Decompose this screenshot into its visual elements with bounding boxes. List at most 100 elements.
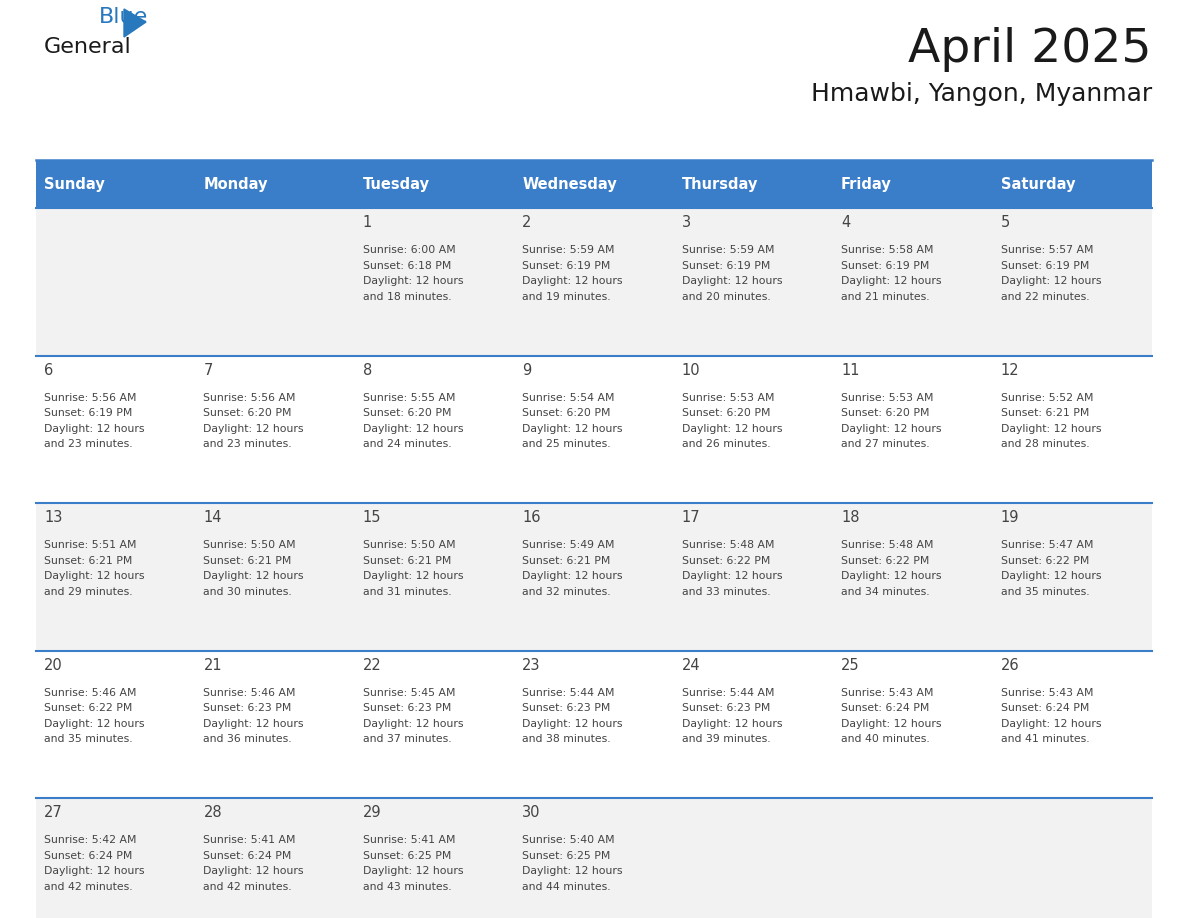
Text: and 33 minutes.: and 33 minutes. (682, 587, 770, 597)
Text: Sunrise: 5:59 AM: Sunrise: 5:59 AM (682, 245, 775, 255)
Text: Sunrise: 5:45 AM: Sunrise: 5:45 AM (362, 688, 455, 698)
Text: 30: 30 (523, 805, 541, 821)
Polygon shape (124, 9, 146, 37)
Text: Daylight: 12 hours: Daylight: 12 hours (682, 719, 782, 729)
Text: Daylight: 12 hours: Daylight: 12 hours (682, 276, 782, 286)
Text: Sunset: 6:22 PM: Sunset: 6:22 PM (44, 703, 132, 713)
Text: and 38 minutes.: and 38 minutes. (523, 734, 611, 744)
Text: Tuesday: Tuesday (362, 176, 430, 192)
Text: Thursday: Thursday (682, 176, 758, 192)
Bar (36, 651, 1152, 799)
Text: Sunset: 6:20 PM: Sunset: 6:20 PM (362, 409, 451, 418)
Text: Sunset: 6:24 PM: Sunset: 6:24 PM (44, 851, 132, 861)
Text: Sunrise: 5:41 AM: Sunrise: 5:41 AM (203, 835, 296, 845)
Text: 24: 24 (682, 658, 700, 673)
Text: Sunset: 6:19 PM: Sunset: 6:19 PM (44, 409, 132, 418)
Text: and 35 minutes.: and 35 minutes. (1000, 587, 1089, 597)
Text: Daylight: 12 hours: Daylight: 12 hours (203, 719, 304, 729)
Text: Daylight: 12 hours: Daylight: 12 hours (1000, 571, 1101, 581)
Bar (833, 160, 992, 208)
Text: Daylight: 12 hours: Daylight: 12 hours (362, 571, 463, 581)
Text: 10: 10 (682, 363, 700, 377)
Text: Daylight: 12 hours: Daylight: 12 hours (523, 571, 623, 581)
Text: Sunrise: 5:52 AM: Sunrise: 5:52 AM (1000, 393, 1093, 403)
Text: 21: 21 (203, 658, 222, 673)
Text: Daylight: 12 hours: Daylight: 12 hours (203, 571, 304, 581)
Text: 19: 19 (1000, 510, 1019, 525)
Text: Daylight: 12 hours: Daylight: 12 hours (841, 276, 942, 286)
Text: and 34 minutes.: and 34 minutes. (841, 587, 930, 597)
Text: Sunrise: 5:57 AM: Sunrise: 5:57 AM (1000, 245, 1093, 255)
Text: Sunset: 6:21 PM: Sunset: 6:21 PM (1000, 409, 1089, 418)
Text: Daylight: 12 hours: Daylight: 12 hours (682, 571, 782, 581)
Text: 26: 26 (1000, 658, 1019, 673)
Bar (674, 160, 833, 208)
Text: Sunrise: 5:50 AM: Sunrise: 5:50 AM (362, 540, 455, 550)
Text: and 39 minutes.: and 39 minutes. (682, 734, 770, 744)
Text: Sunset: 6:21 PM: Sunset: 6:21 PM (523, 555, 611, 565)
Text: 16: 16 (523, 510, 541, 525)
Text: Daylight: 12 hours: Daylight: 12 hours (841, 719, 942, 729)
Text: Sunset: 6:21 PM: Sunset: 6:21 PM (44, 555, 132, 565)
Text: 3: 3 (682, 215, 690, 230)
Text: and 41 minutes.: and 41 minutes. (1000, 734, 1089, 744)
Text: Sunrise: 5:43 AM: Sunrise: 5:43 AM (1000, 688, 1093, 698)
Text: Sunset: 6:18 PM: Sunset: 6:18 PM (362, 261, 451, 271)
Bar (514, 160, 674, 208)
Text: Daylight: 12 hours: Daylight: 12 hours (44, 867, 145, 877)
Text: Sunrise: 5:41 AM: Sunrise: 5:41 AM (362, 835, 455, 845)
Text: Sunset: 6:24 PM: Sunset: 6:24 PM (1000, 703, 1089, 713)
Text: Daylight: 12 hours: Daylight: 12 hours (362, 276, 463, 286)
Text: Sunrise: 5:48 AM: Sunrise: 5:48 AM (682, 540, 775, 550)
Text: Sunrise: 5:56 AM: Sunrise: 5:56 AM (203, 393, 296, 403)
Text: Daylight: 12 hours: Daylight: 12 hours (841, 571, 942, 581)
Text: and 32 minutes.: and 32 minutes. (523, 587, 611, 597)
Text: Sunrise: 5:47 AM: Sunrise: 5:47 AM (1000, 540, 1093, 550)
Text: Sunset: 6:23 PM: Sunset: 6:23 PM (682, 703, 770, 713)
Text: 4: 4 (841, 215, 851, 230)
Text: and 20 minutes.: and 20 minutes. (682, 292, 771, 301)
Text: Sunrise: 5:56 AM: Sunrise: 5:56 AM (44, 393, 137, 403)
Text: Saturday: Saturday (1000, 176, 1075, 192)
Text: Sunrise: 5:53 AM: Sunrise: 5:53 AM (841, 393, 934, 403)
Text: Daylight: 12 hours: Daylight: 12 hours (682, 423, 782, 433)
Text: Sunset: 6:19 PM: Sunset: 6:19 PM (1000, 261, 1089, 271)
Text: Daylight: 12 hours: Daylight: 12 hours (1000, 719, 1101, 729)
Text: and 44 minutes.: and 44 minutes. (523, 882, 611, 892)
Bar (992, 160, 1152, 208)
Text: Sunset: 6:23 PM: Sunset: 6:23 PM (362, 703, 451, 713)
Text: Daylight: 12 hours: Daylight: 12 hours (44, 571, 145, 581)
Text: Daylight: 12 hours: Daylight: 12 hours (1000, 423, 1101, 433)
Text: 15: 15 (362, 510, 381, 525)
Text: and 18 minutes.: and 18 minutes. (362, 292, 451, 301)
Text: 9: 9 (523, 363, 531, 377)
Text: Sunset: 6:25 PM: Sunset: 6:25 PM (362, 851, 451, 861)
Text: 28: 28 (203, 805, 222, 821)
Text: Sunrise: 5:42 AM: Sunrise: 5:42 AM (44, 835, 137, 845)
Text: and 31 minutes.: and 31 minutes. (362, 587, 451, 597)
Bar (36, 208, 1152, 355)
Text: and 25 minutes.: and 25 minutes. (523, 439, 611, 449)
Text: Sunrise: 5:44 AM: Sunrise: 5:44 AM (682, 688, 775, 698)
Bar (36, 160, 196, 208)
Text: and 22 minutes.: and 22 minutes. (1000, 292, 1089, 301)
Text: and 21 minutes.: and 21 minutes. (841, 292, 930, 301)
Text: Sunset: 6:23 PM: Sunset: 6:23 PM (523, 703, 611, 713)
Text: and 23 minutes.: and 23 minutes. (44, 439, 133, 449)
Text: Sunday: Sunday (44, 176, 105, 192)
Text: Sunset: 6:25 PM: Sunset: 6:25 PM (523, 851, 611, 861)
Text: Friday: Friday (841, 176, 892, 192)
Text: Sunrise: 5:59 AM: Sunrise: 5:59 AM (523, 245, 614, 255)
Text: Sunset: 6:19 PM: Sunset: 6:19 PM (841, 261, 929, 271)
Text: 8: 8 (362, 363, 372, 377)
Text: Sunrise: 5:49 AM: Sunrise: 5:49 AM (523, 540, 614, 550)
Text: 23: 23 (523, 658, 541, 673)
Text: 27: 27 (44, 805, 63, 821)
Text: and 27 minutes.: and 27 minutes. (841, 439, 930, 449)
Text: and 36 minutes.: and 36 minutes. (203, 734, 292, 744)
Text: Sunset: 6:20 PM: Sunset: 6:20 PM (203, 409, 292, 418)
Text: Sunset: 6:22 PM: Sunset: 6:22 PM (841, 555, 929, 565)
Text: Sunrise: 5:46 AM: Sunrise: 5:46 AM (44, 688, 137, 698)
Text: Daylight: 12 hours: Daylight: 12 hours (523, 867, 623, 877)
Text: Daylight: 12 hours: Daylight: 12 hours (523, 423, 623, 433)
